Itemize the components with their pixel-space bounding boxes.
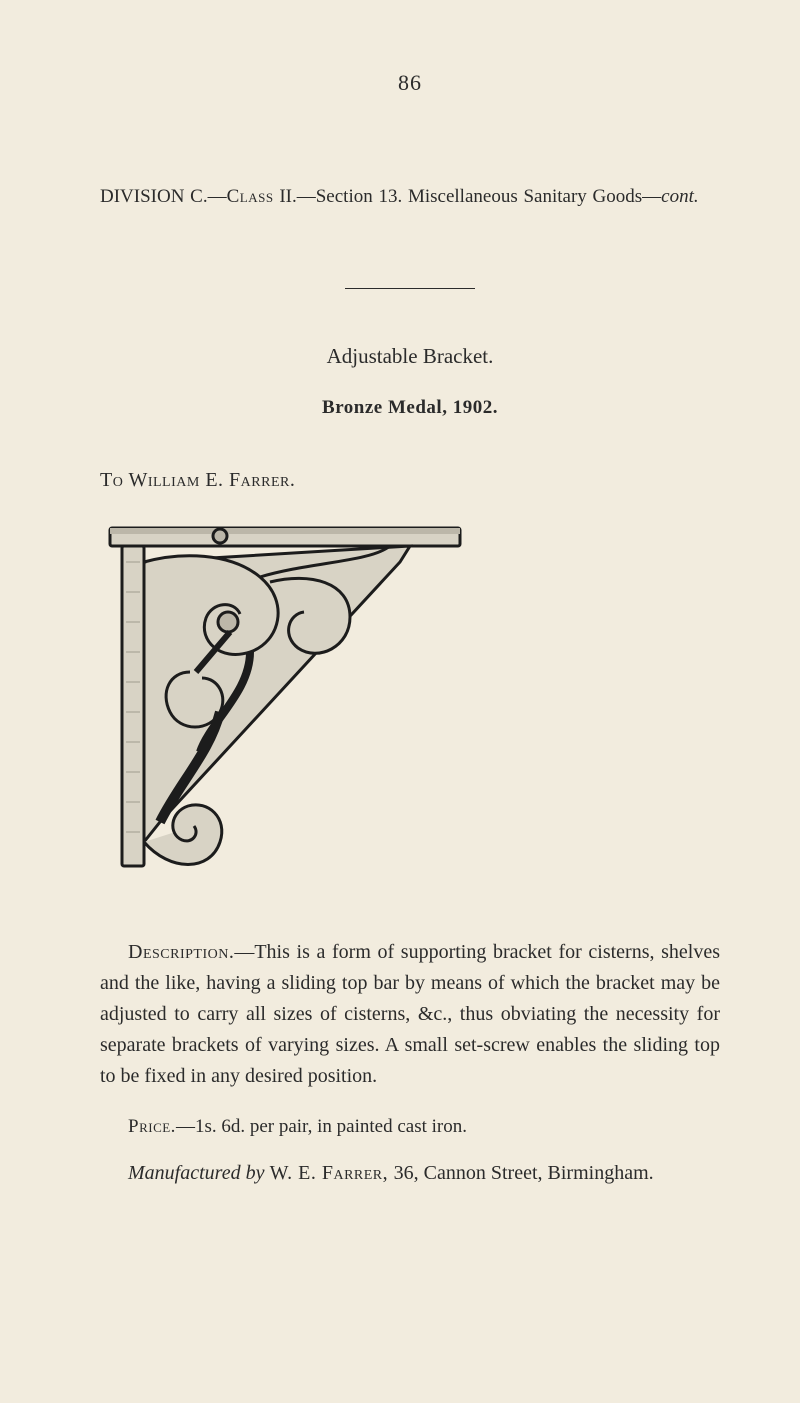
item-title: Adjustable Bracket. [100, 344, 720, 369]
manufactured-ital: Manufactured by [128, 1162, 264, 1184]
bracket-svg [100, 522, 470, 882]
bracket-figure [100, 522, 720, 882]
description-paragraph: Description.—This is a form of supportin… [100, 937, 720, 1092]
manufactured-line: Manufactured by W. E. Farrer, 36, Cannon… [100, 1162, 720, 1185]
recipient-line: To William E. Farrer. [100, 469, 720, 492]
separator-rule [345, 288, 475, 289]
division-a: DIVISION C.— [100, 186, 227, 207]
price-line: Price.—1s. 6d. per pair, in painted cast… [100, 1116, 720, 1138]
division-class: Class [227, 186, 274, 207]
division-cont: cont. [661, 186, 698, 207]
manufacturer-name: W. E. Farrer, [264, 1162, 393, 1184]
price-head: Price. [128, 1116, 176, 1137]
page-number: 86 [100, 70, 720, 96]
division-c: II.—Section 13. Miscellaneous Sanitary G… [274, 186, 662, 207]
price-body: —1s. 6d. per pair, in painted cast iron. [176, 1116, 467, 1137]
subtitle-block: Adjustable Bracket. Bronze Medal, 1902. [100, 344, 720, 419]
description-head: Description. [128, 941, 234, 963]
division-heading: DIVISION C.—Class II.—Section 13. Miscel… [100, 186, 720, 208]
page: 86 DIVISION C.—Class II.—Section 13. Mis… [0, 0, 800, 1403]
medal-line: Bronze Medal, 1902. [100, 397, 720, 419]
manufacturer-address: 36, Cannon Street, Birmingham. [394, 1162, 654, 1184]
